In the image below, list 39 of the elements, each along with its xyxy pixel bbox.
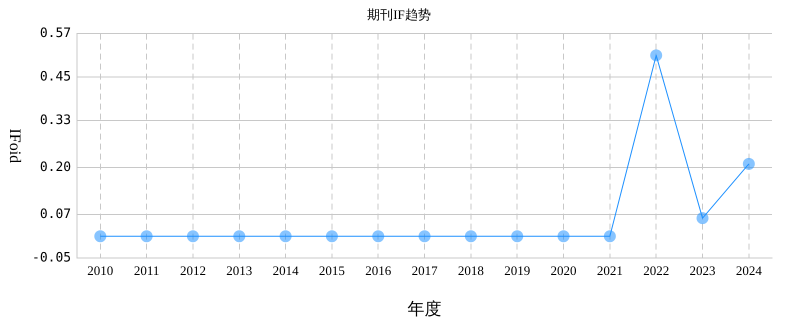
- y-tick-label: 0.33: [40, 112, 72, 128]
- y-tick-label: 0.20: [40, 160, 72, 175]
- point: [418, 230, 431, 242]
- x-tick-label: 2017: [412, 263, 438, 278]
- point: [650, 49, 662, 62]
- point: [742, 158, 755, 170]
- x-tick-label: 2021: [596, 263, 623, 278]
- x-tick-label: 2018: [458, 263, 484, 278]
- x-tick-label: 2011: [134, 263, 160, 278]
- point: [604, 230, 616, 242]
- y-tick-label: 0.07: [40, 206, 72, 222]
- y-tick-label: -0.05: [32, 250, 72, 266]
- point: [140, 230, 153, 242]
- point: [372, 230, 384, 242]
- x-tick-label: 2013: [226, 263, 252, 278]
- point: [696, 212, 709, 224]
- x-tick-label: 2015: [318, 263, 345, 278]
- y-tick-label: 0.57: [40, 26, 72, 41]
- point: [464, 230, 477, 242]
- y-tick-label: 0.45: [40, 69, 72, 84]
- x-tick-label: 2022: [643, 263, 670, 278]
- x-tick-label: 2014: [272, 263, 300, 278]
- point: [558, 230, 570, 242]
- x-tick-label: 2016: [365, 263, 392, 278]
- x-tick-label: 2010: [87, 263, 114, 278]
- point: [326, 230, 338, 242]
- x-tick-label: 2024: [736, 263, 762, 278]
- y-axis-title: IFoid: [6, 128, 23, 164]
- point: [94, 230, 106, 242]
- x-axis-title: 年度: [408, 299, 442, 318]
- x-tick-label: 2020: [550, 263, 577, 278]
- x-tick-label: 2012: [180, 263, 206, 278]
- x-tick-label: 2019: [504, 263, 530, 278]
- chart-title: 期刊IF趋势: [367, 7, 431, 22]
- point: [186, 230, 199, 242]
- x-tick-label: 2023: [690, 263, 716, 278]
- point: [511, 230, 524, 242]
- point: [280, 230, 292, 242]
- point: [233, 230, 246, 242]
